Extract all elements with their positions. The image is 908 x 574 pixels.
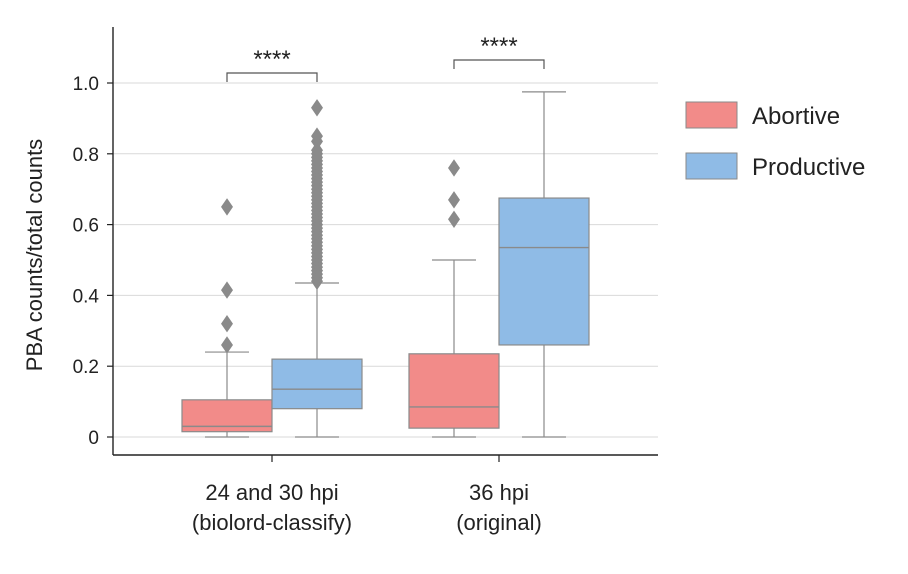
outlier-point: [221, 198, 233, 216]
x-tick-label-line2: (biolord-classify): [192, 510, 352, 535]
significance-bracket-1: ****: [226, 46, 318, 82]
axes: 0 0.2 0.4 0.6 0.8 1.0: [73, 27, 658, 462]
bracket-line: [453, 59, 545, 69]
outlier-point: [221, 281, 233, 299]
significance-brackets: **** ****: [226, 33, 545, 82]
legend-label: Abortive: [752, 103, 840, 130]
outlier-point: [448, 159, 460, 177]
gridlines: [113, 82, 658, 438]
legend-label: Productive: [752, 154, 865, 181]
y-tick-label: 0.8: [73, 145, 99, 166]
y-axis-title: PBA counts/total counts: [22, 139, 47, 371]
outlier-point: [221, 315, 233, 333]
y-tick-label: 0.4: [73, 286, 100, 307]
x-tick-label-line2: (original): [456, 510, 542, 535]
outlier-point: [311, 141, 323, 159]
outlier-point: [311, 127, 323, 145]
x-tick-label-line1: 24 and 30 hpi: [205, 480, 338, 505]
significance-label: ****: [480, 33, 517, 60]
legend-swatch: [685, 152, 738, 180]
y-tick-label: 0.6: [73, 216, 99, 237]
iqr-box: [498, 197, 590, 346]
box-productive-1: [271, 99, 363, 438]
box-productive-2: [498, 91, 590, 438]
axis-labels: 24 and 30 hpi (biolord-classify) 36 hpi (or…: [22, 139, 542, 535]
iqr-box: [271, 358, 363, 410]
significance-label: ****: [253, 46, 290, 73]
boxes: [181, 91, 590, 438]
x-tick-label-line1: 36 hpi: [469, 480, 529, 505]
legend: Abortive Productive: [685, 101, 865, 181]
y-tick-label: 0.2: [73, 357, 99, 378]
outlier-point: [311, 99, 323, 117]
legend-item-productive: Productive: [685, 152, 865, 181]
outlier-point: [221, 336, 233, 354]
iqr-box: [408, 353, 500, 429]
bracket-line: [226, 72, 318, 82]
box-abortive-2: [408, 159, 500, 438]
outlier-point: [448, 210, 460, 228]
significance-bracket-2: ****: [453, 33, 545, 69]
legend-item-abortive: Abortive: [685, 101, 840, 130]
y-tick-label: 0: [88, 428, 99, 449]
y-tick-label: 1.0: [73, 74, 99, 95]
legend-swatch: [685, 101, 738, 129]
outlier-point: [448, 191, 460, 209]
box-abortive-1: [181, 198, 273, 438]
